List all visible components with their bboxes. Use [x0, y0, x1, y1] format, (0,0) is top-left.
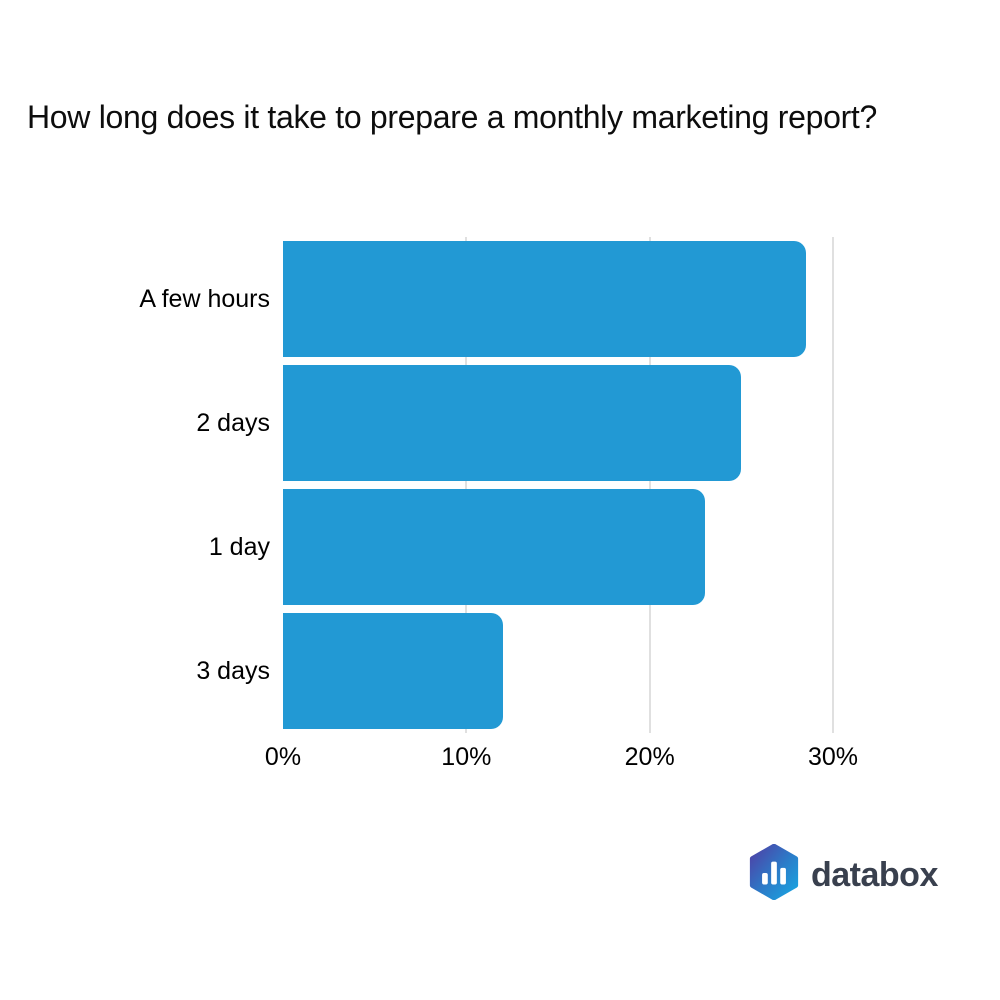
- gridline-10: [465, 237, 468, 733]
- category-label: 3 days: [196, 657, 270, 685]
- chart-row: 1 day: [20, 485, 888, 609]
- gridline-20: [648, 237, 651, 733]
- databox-logo-icon: [748, 843, 800, 905]
- chart-row: 3 days: [20, 609, 888, 733]
- bar: [283, 365, 742, 481]
- x-tick-label: 20%: [624, 743, 675, 771]
- bar: [283, 613, 503, 729]
- chart-row: A few hours: [20, 237, 888, 361]
- gridline-30: [832, 237, 834, 733]
- category-label: 2 days: [196, 409, 270, 437]
- category-label: 1 day: [208, 533, 270, 561]
- databox-wordmark: databox: [811, 855, 938, 894]
- chart-row: 2 days: [20, 361, 888, 485]
- bar: [283, 489, 705, 605]
- bar-chart: A few hours 2 days 1 day 3 days 0% 10% 20% 30%: [20, 237, 888, 771]
- chart-title: How long does it take to prepare a month…: [27, 99, 878, 135]
- x-tick-label: 10%: [441, 743, 492, 771]
- databox-logo: databox: [748, 843, 938, 905]
- category-label: A few hours: [139, 285, 270, 313]
- x-tick-label: 0%: [264, 743, 302, 771]
- x-tick-label: 30%: [807, 743, 859, 771]
- plot-area: [283, 237, 888, 733]
- bar: [283, 241, 806, 357]
